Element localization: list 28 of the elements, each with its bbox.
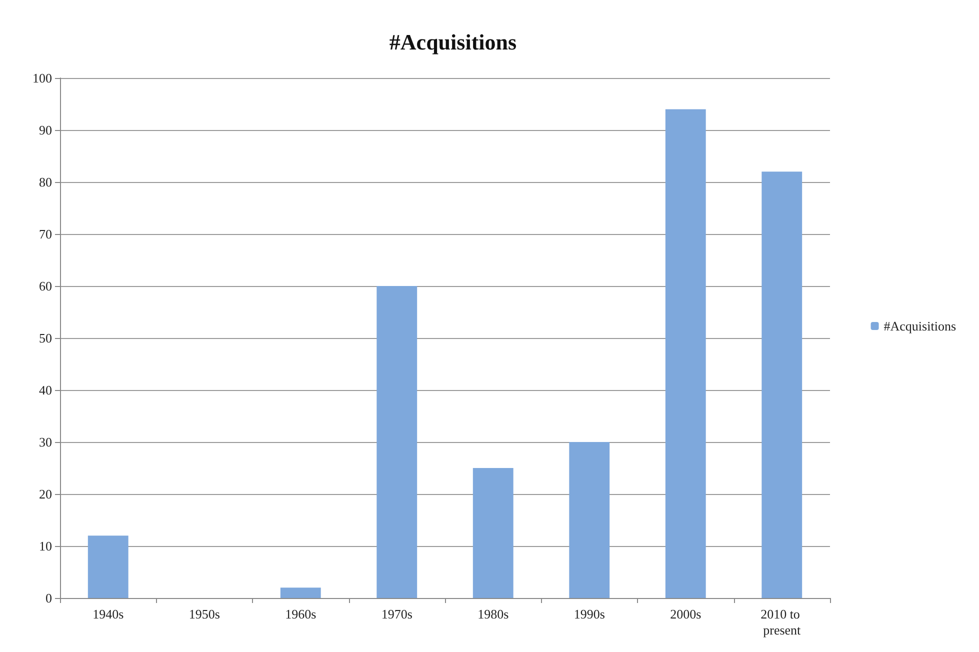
x-tick-label: 1940s: [92, 606, 124, 622]
bar: [762, 172, 802, 598]
y-tick-label: 20: [39, 486, 52, 502]
y-tick-label: 30: [39, 434, 52, 450]
y-tick-label: 50: [39, 330, 52, 346]
bar: [376, 286, 418, 598]
x-tick-label: 2000s: [670, 606, 702, 622]
x-tick-label: 1980s: [478, 606, 509, 622]
y-tick-label: 100: [32, 70, 52, 86]
x-tick-label: 1960s: [285, 606, 316, 622]
bar: [665, 109, 706, 598]
x-tick-label: 1990s: [574, 606, 605, 622]
bar: [472, 468, 514, 598]
y-tick-label: 70: [39, 226, 52, 242]
x-tick-label: 1970s: [381, 606, 412, 622]
bar: [88, 536, 128, 598]
x-tick-label: 1950s: [188, 606, 220, 622]
legend-label: #Acquisitions: [884, 318, 956, 334]
bar: [569, 442, 610, 598]
y-tick-label: 10: [39, 538, 52, 554]
y-tick-label: 0: [46, 590, 52, 606]
x-tick-label: 2010 to present: [760, 606, 804, 638]
bar: [280, 588, 321, 598]
y-tick-label: 40: [39, 382, 52, 398]
y-tick-label: 60: [39, 278, 52, 294]
chart-title: #Acquisitions: [389, 30, 518, 54]
y-tick-label: 80: [39, 174, 52, 190]
y-tick-label: 90: [39, 122, 52, 138]
